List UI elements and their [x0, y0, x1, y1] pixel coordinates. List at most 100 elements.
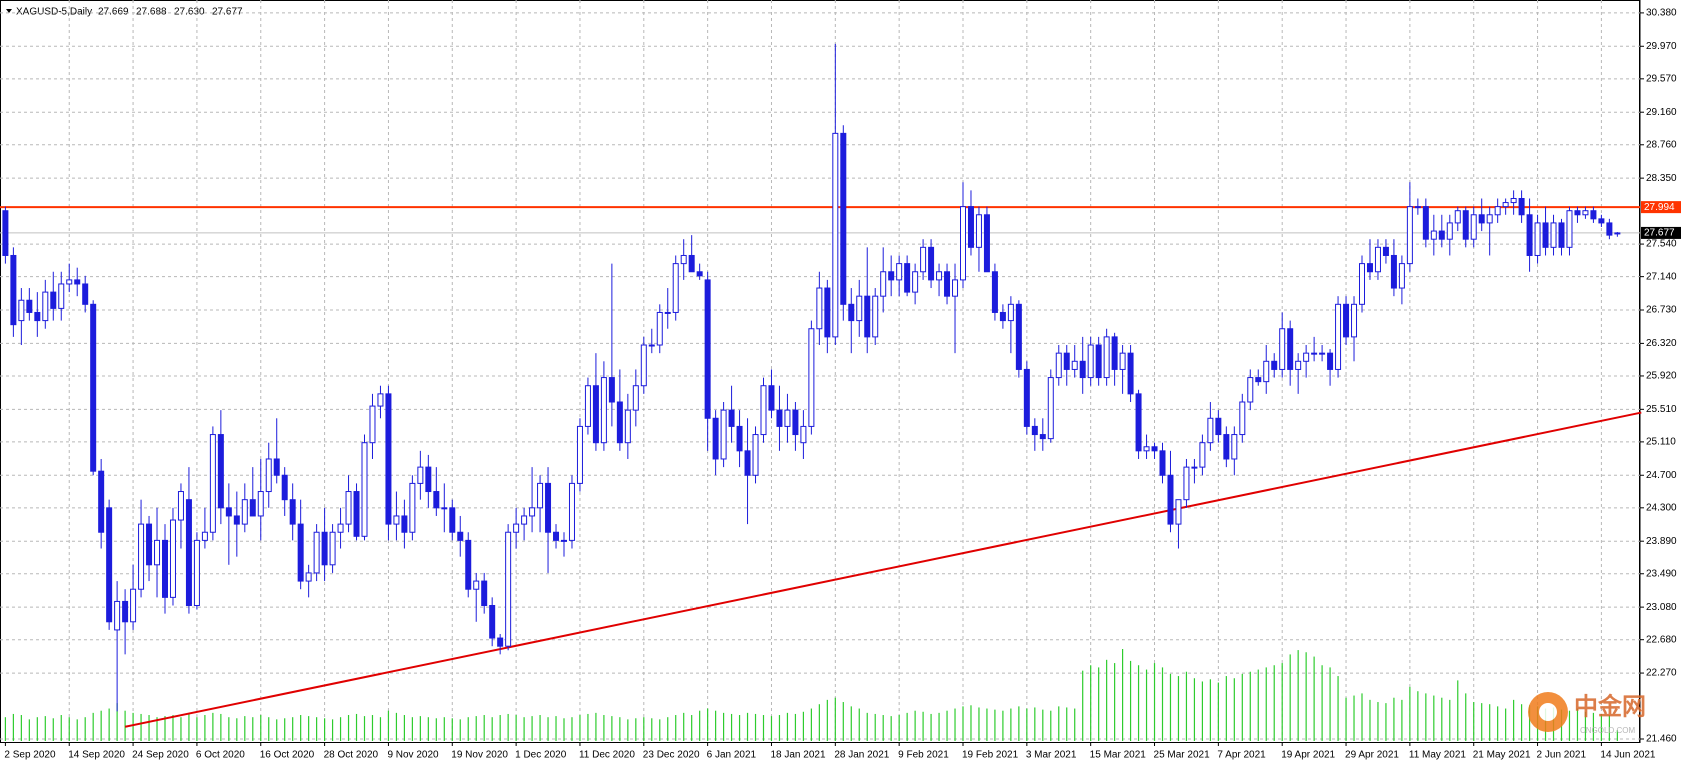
candle-body [1366, 263, 1373, 273]
y-tick-label: 27.540 [1646, 239, 1677, 250]
x-tick-label: 19 Feb 2021 [962, 750, 1019, 761]
trendline [124, 411, 1642, 728]
x-tick-label: 11 Dec 2020 [579, 750, 635, 761]
candle-body [18, 299, 25, 322]
candle-body [776, 409, 783, 427]
candle-body [952, 279, 959, 297]
candle-body [313, 531, 320, 574]
candle-body [26, 299, 33, 313]
candle-body [409, 482, 416, 533]
y-tick-label: 25.920 [1646, 371, 1677, 382]
candle-body [1311, 352, 1318, 355]
candle-body [417, 466, 424, 484]
candle-body [82, 283, 89, 305]
candle-body [1518, 197, 1525, 216]
candle-body [521, 515, 528, 525]
y-tick-label: 21.460 [1646, 734, 1677, 745]
candle-body [154, 539, 161, 566]
candle-body [824, 287, 831, 338]
y-tick-label: 29.570 [1646, 73, 1677, 84]
y-tick-label: 24.300 [1646, 502, 1677, 513]
x-tick-label: 7 Apr 2021 [1217, 750, 1266, 761]
candle-body [632, 385, 639, 411]
candle-body [696, 271, 703, 277]
candle-body [305, 572, 312, 582]
x-tick-label: 28 Oct 2020 [324, 750, 379, 761]
candle-body [944, 271, 951, 297]
candle-body [1151, 446, 1158, 452]
y-tick-label: 28.350 [1646, 173, 1677, 184]
candle-body [784, 409, 791, 427]
candle-body [58, 283, 65, 309]
candle-body [201, 531, 208, 541]
candle-body [529, 507, 536, 517]
y-tick-label: 22.270 [1646, 668, 1677, 679]
candle-body [1111, 336, 1118, 370]
candle-body [967, 206, 974, 248]
x-tick-label: 2 Sep 2020 [4, 750, 56, 761]
candle-body [393, 515, 400, 525]
candle-body [999, 311, 1006, 322]
candle-body [1159, 450, 1166, 476]
candle-body [1039, 434, 1046, 440]
candle-body [936, 271, 943, 281]
candle-body [896, 263, 903, 281]
watermark-text: 中金网 [1574, 692, 1646, 720]
candle-body [1438, 230, 1445, 240]
candle-body [920, 246, 927, 273]
candle-body [1047, 377, 1054, 440]
x-tick-label: 23 Dec 2020 [643, 750, 700, 761]
menu-arrow[interactable] [6, 9, 12, 13]
candle-body [1247, 377, 1254, 403]
candle-body [353, 491, 360, 537]
candle-body [138, 523, 145, 590]
candle-body [1351, 303, 1358, 338]
candle-body [1398, 263, 1405, 289]
candle-body [1071, 360, 1078, 370]
candle-body [1454, 210, 1461, 224]
candle-body [1542, 222, 1549, 248]
header-value: 27.669 [98, 7, 129, 18]
candle-body [1183, 466, 1190, 501]
candle-body [233, 515, 240, 525]
candle-body [1590, 210, 1597, 220]
candle-body [1558, 222, 1565, 248]
candle-body [1231, 434, 1238, 460]
candle-body [433, 491, 440, 509]
candle-body [1327, 352, 1334, 370]
candle-body [90, 303, 97, 472]
candle-body [345, 491, 352, 525]
candle-body [872, 295, 879, 338]
x-tick-label: 14 Sep 2020 [68, 750, 125, 761]
candle-body [1390, 254, 1397, 289]
candle-body [10, 254, 17, 326]
y-tick-label: 26.730 [1646, 305, 1677, 316]
watermark-logo-inner [1539, 703, 1557, 721]
header-value: 27.630 [174, 7, 205, 18]
candle-body [1478, 214, 1485, 224]
y-tick-label: 22.680 [1646, 634, 1677, 645]
candle-body [1135, 393, 1142, 452]
candle-body [1271, 360, 1278, 370]
candle-body [1598, 218, 1605, 224]
x-tick-label: 25 Mar 2021 [1154, 750, 1211, 761]
candle-body [768, 385, 775, 411]
candle-body [1279, 328, 1286, 370]
candle-body [983, 214, 990, 273]
candle-body [1295, 360, 1302, 370]
candle-body [1223, 434, 1230, 460]
candle-body [928, 246, 935, 281]
candle-body [744, 450, 751, 476]
candle-body [1191, 466, 1198, 469]
candle-body [1582, 210, 1589, 216]
candle-body [1023, 368, 1030, 427]
candle-body [800, 425, 807, 444]
price-tag [1641, 226, 1681, 239]
candle-body [66, 279, 73, 285]
candle-body [1343, 303, 1350, 338]
y-tick-label: 29.160 [1646, 107, 1677, 118]
candle-body [792, 409, 799, 436]
candle-body [449, 507, 456, 533]
candle-body [1430, 230, 1437, 240]
